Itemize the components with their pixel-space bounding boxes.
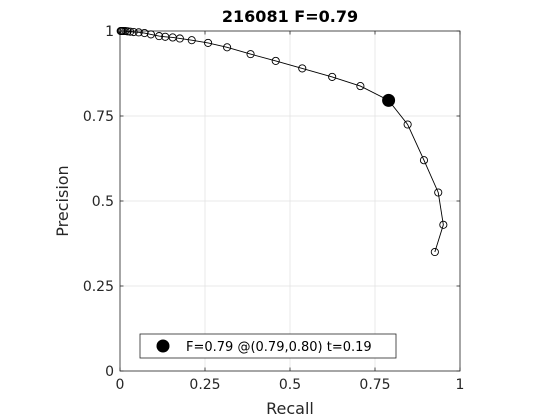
y-tick-label: 0: [105, 364, 114, 380]
pr-curve-point: [126, 27, 135, 36]
pr-curve-point: [271, 56, 280, 65]
pr-curve-point: [155, 32, 164, 41]
pr-curve-point: [434, 188, 443, 197]
y-tick-label: 0.5: [92, 194, 114, 210]
best-f-point: [382, 93, 396, 107]
x-tick-label: 1: [456, 377, 465, 393]
pr-curve-point: [129, 27, 138, 37]
pr-curve-point: [356, 82, 365, 91]
pr-curve-point: [403, 120, 412, 129]
pr-curve-point: [187, 36, 196, 45]
pr-curve-point: [116, 26, 125, 36]
series-layer: [116, 26, 448, 257]
x-tick-label: 0.25: [189, 377, 220, 393]
y-axis-label: Precision: [53, 165, 72, 236]
pr-curve-point: [430, 247, 439, 257]
legend: F=0.79 @(0.79,0.80) t=0.19: [139, 333, 397, 359]
x-tick-label: 0.5: [279, 377, 301, 393]
y-tick-label: 0.75: [83, 109, 114, 125]
legend-box: [139, 333, 397, 359]
legend-marker: [156, 339, 170, 353]
pr-curve-point: [419, 156, 429, 165]
pr-curve-point: [298, 64, 307, 73]
x-tick-label: 0.75: [359, 377, 390, 393]
legend-label: F=0.79 @(0.79,0.80) t=0.19: [186, 340, 372, 355]
pr-curve-point: [328, 72, 337, 81]
pr-curve-point: [146, 30, 155, 39]
pr-curve-point: [223, 43, 232, 52]
pr-curve-point: [204, 38, 213, 47]
ticks: 0 0.25 0.5 0.75 1 0 0.25 0.5 0.75 1: [83, 24, 465, 393]
pr-curve-point: [161, 32, 170, 41]
pr-curve-point: [134, 28, 143, 37]
pr-curve-point: [439, 220, 448, 229]
pr-curve-point: [246, 50, 255, 59]
x-tick-label: 0: [116, 377, 125, 393]
y-tick-label: 0.25: [83, 279, 114, 295]
x-axis-label: Recall: [266, 399, 314, 418]
y-tick-label: 1: [105, 24, 114, 40]
pr-curve-point: [140, 28, 149, 38]
chart-title: 216081 F=0.79: [222, 7, 358, 26]
